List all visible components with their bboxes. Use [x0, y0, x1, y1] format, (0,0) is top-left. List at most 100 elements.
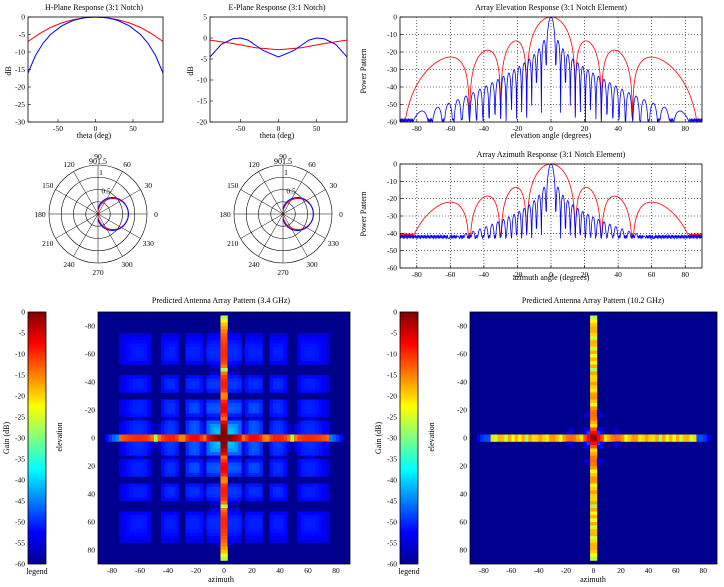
heat2-cell [518, 434, 522, 439]
heat1-cell [238, 389, 242, 393]
heat2-cell [689, 438, 694, 442]
heat1-cell [136, 469, 141, 474]
heat1-cell [220, 515, 225, 519]
heat1-cell [308, 532, 312, 537]
heat1-cell [227, 448, 232, 453]
heat1-cell [248, 522, 253, 526]
heat1-cell [301, 445, 305, 449]
heat1-cell [168, 448, 172, 453]
heat1-cell [217, 343, 221, 348]
heat1-cell [185, 424, 190, 428]
heat1-cell [248, 427, 253, 432]
heat1-cell [273, 490, 277, 495]
heat1-cell [217, 336, 221, 341]
heat1-cell [248, 515, 253, 519]
heat1-xtick-label: 0 [222, 566, 226, 575]
heat1-cell [252, 515, 256, 519]
heat1-cell [133, 518, 137, 523]
heat1-cell [164, 490, 169, 495]
polar1-ring-label: 0.5 [101, 187, 111, 196]
heat1-cell [192, 347, 197, 351]
heat1-cell [217, 378, 221, 383]
heat1-cell [315, 357, 319, 362]
heat1-cell [276, 522, 281, 526]
heat1-cell [238, 385, 242, 390]
heat1-cell [168, 466, 172, 470]
heat2-cell [593, 543, 598, 547]
heat1-cell [322, 385, 326, 390]
heat1-cell [157, 424, 162, 428]
heat2-cell [586, 410, 591, 414]
heat1-cell [269, 525, 274, 530]
heat1-cell [175, 469, 179, 474]
heat1-cell [297, 340, 302, 344]
heat2-cell [538, 438, 543, 442]
heat1-cell [168, 455, 172, 460]
heat1-cell [227, 385, 232, 390]
heat1-cell [297, 515, 302, 519]
heat1-cell [140, 536, 144, 540]
heat1-cell [287, 434, 291, 439]
heat1-cell [143, 340, 148, 344]
heat1-cell [269, 378, 274, 383]
heat1-cell [283, 420, 288, 425]
heat1-cell [140, 452, 144, 456]
heat1-cell [217, 389, 221, 393]
heat1-cell [164, 455, 169, 460]
heat1-cell [234, 487, 239, 491]
heat1-cell [217, 539, 221, 544]
heat1-cell [252, 462, 256, 467]
heat2-cell [651, 434, 656, 439]
heat1-cell [168, 382, 172, 386]
heat1-cell [133, 473, 137, 477]
azim-ytick-label: 0 [393, 160, 397, 169]
heat1-cell [252, 336, 256, 341]
polar1-spoke [97, 189, 141, 215]
heat1-cell [143, 515, 148, 519]
heat1-cell [192, 438, 197, 442]
heat1-cell [126, 343, 130, 348]
heat1-cell [269, 445, 274, 449]
heat1-cell [140, 420, 144, 425]
heat1-cell [308, 522, 312, 526]
heat1-cell [164, 333, 169, 337]
heat1-cell [227, 357, 232, 362]
heat1-cell [210, 469, 214, 474]
heat1-cell [224, 515, 228, 519]
heat1-cell [171, 434, 176, 439]
heat1-cell [308, 431, 312, 435]
heat1-cell [203, 403, 207, 407]
heat1-cell [213, 427, 218, 432]
heat1-cell [255, 469, 260, 474]
heat1-cell [122, 389, 127, 393]
heat1-cell [119, 333, 123, 337]
heat1-cell [304, 490, 309, 495]
heat1-cell [168, 536, 172, 540]
heat1-cell [283, 515, 288, 519]
heat1-cell [126, 462, 130, 467]
heat1-cell [140, 515, 144, 519]
heat1-cell [133, 336, 137, 341]
heat1-cell [252, 483, 256, 488]
heat1-cell [297, 539, 302, 544]
heat1-cell [143, 518, 148, 523]
heat1-cell [206, 340, 211, 344]
heat1-cell [238, 382, 242, 386]
heat1-cell [122, 382, 127, 386]
heat1-cell [147, 382, 151, 386]
cb2-tick-label: -35 [387, 455, 397, 464]
heat1-cell [192, 490, 197, 495]
heat1-cell [171, 452, 176, 456]
heat1-cell [301, 494, 305, 498]
heat1-cell [280, 406, 284, 411]
heat1-cell [297, 375, 302, 379]
heat1-cell [311, 473, 316, 477]
heat1-cell [273, 494, 277, 498]
heat1-cell [147, 357, 151, 362]
heat1-cell [203, 518, 207, 523]
heat1-cell [175, 350, 179, 355]
heat1-cell [224, 480, 228, 484]
heat1-cell [220, 343, 225, 348]
heat1-cell [297, 431, 302, 435]
heat1-cell [189, 459, 193, 463]
